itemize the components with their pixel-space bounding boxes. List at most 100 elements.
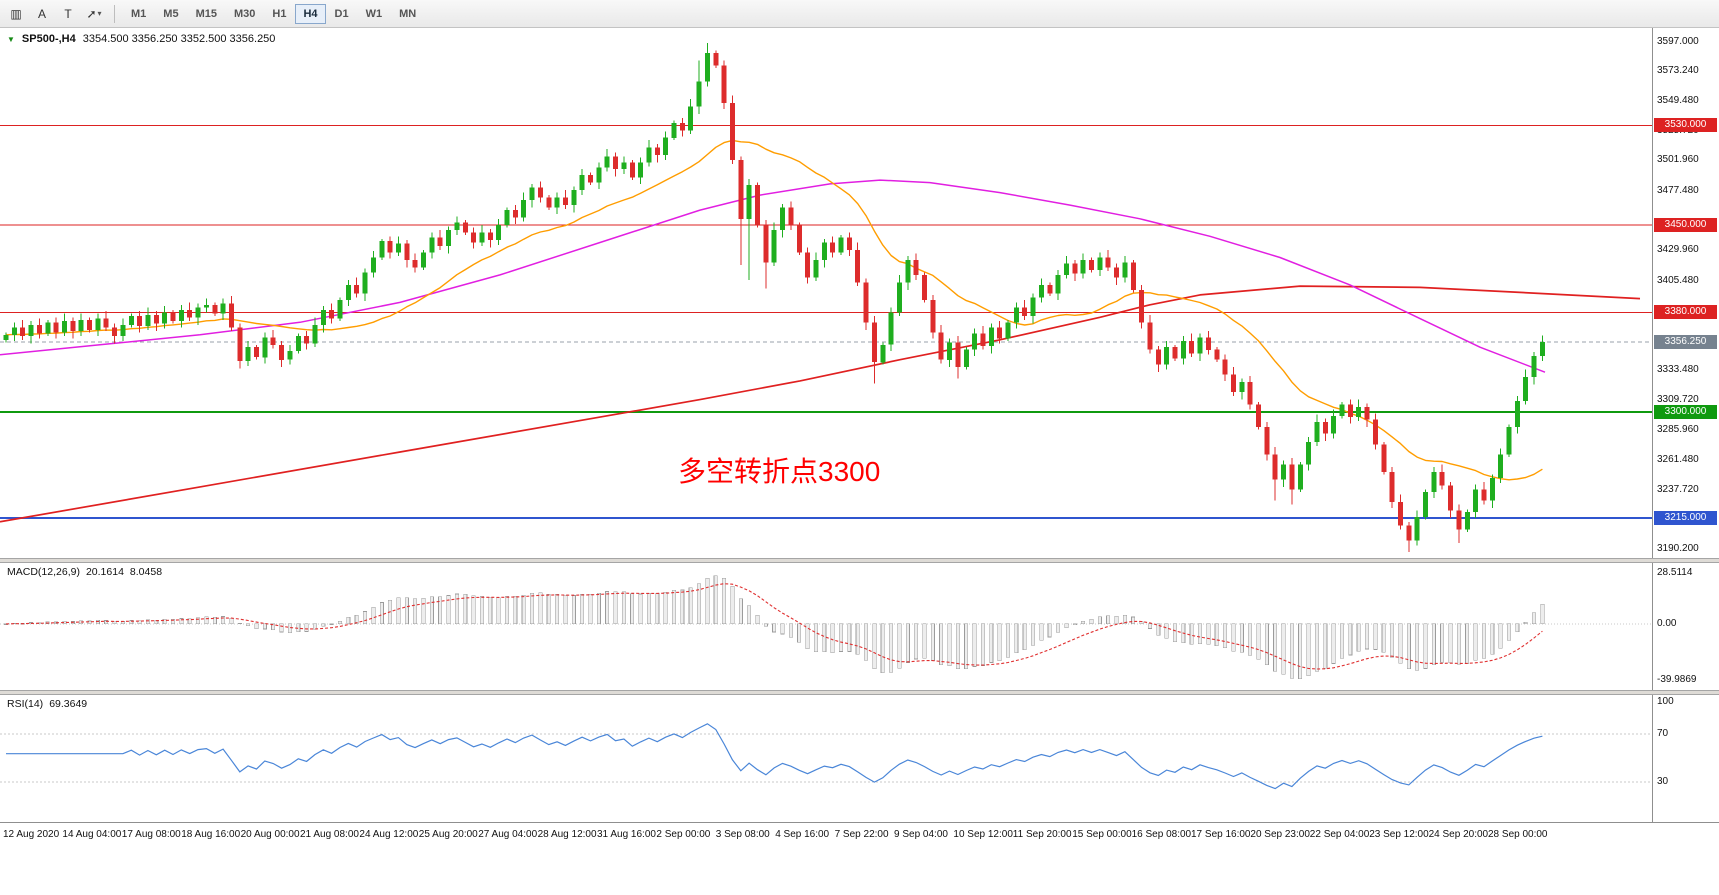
- price-tick: 3285.960: [1657, 423, 1699, 435]
- timeframe-h4[interactable]: H4: [295, 3, 326, 24]
- level-badge-3215.000: 3215.000: [1654, 511, 1717, 526]
- time-label: 24 Aug 12:00: [359, 829, 419, 840]
- timeframe-h1[interactable]: H1: [264, 4, 294, 24]
- chart-title: ▼ SP500-,H4 3354.500 3356.250 3352.500 3…: [7, 33, 275, 45]
- price-tick: 3309.720: [1657, 393, 1699, 405]
- price-tick: 3261.480: [1657, 454, 1699, 466]
- time-label: 12 Aug 2020: [3, 829, 60, 840]
- timeframe-mn[interactable]: MN: [391, 4, 424, 24]
- macd-signal-value: 8.0458: [129, 566, 163, 578]
- macd-axis-max: 28.5114: [1657, 567, 1693, 578]
- time-label: 24 Sep 20:00: [1428, 829, 1489, 840]
- macd-axis-min: -39.9869: [1657, 674, 1697, 685]
- price-tick: 3477.480: [1657, 184, 1699, 196]
- chevron-down-icon: ▾: [97, 9, 102, 18]
- price-tick: 3429.960: [1657, 244, 1699, 256]
- time-label: 25 Aug 20:00: [418, 829, 478, 840]
- rsi-chart[interactable]: [0, 695, 1652, 822]
- text-tool-button[interactable]: T: [56, 3, 80, 25]
- level-badge-3300.000: 3300.000: [1654, 405, 1717, 420]
- main-toolbar: ▥ A T ➚ ▾ M1 M5 M15 M30 H1 H4 D1 W1 MN: [0, 0, 1719, 28]
- ohlc-values: 3354.500 3356.250 3352.500 3356.250: [82, 33, 276, 45]
- price-tick: 3405.480: [1657, 274, 1699, 286]
- time-label: 9 Sep 04:00: [894, 829, 948, 840]
- time-label: 18 Aug 16:00: [181, 829, 241, 840]
- time-label: 11 Sep 20:00: [1012, 829, 1072, 840]
- macd-panel[interactable]: MACD(12,26,9) 20.1614 8.0458: [0, 563, 1652, 690]
- time-label: 10 Sep 12:00: [953, 829, 1013, 840]
- level-badge-3380.000: 3380.000: [1654, 305, 1717, 320]
- price-tick: 3190.200: [1657, 543, 1699, 555]
- time-label: 17 Aug 08:00: [121, 829, 181, 840]
- price-axis[interactable]: 3597.0003573.2403549.4803525.7203501.960…: [1652, 28, 1719, 558]
- time-label: 28 Sep 00:00: [1488, 829, 1548, 840]
- timeframe-w1[interactable]: W1: [358, 4, 391, 24]
- time-label: 16 Sep 08:00: [1131, 829, 1192, 840]
- timeframe-m30[interactable]: M30: [226, 4, 263, 24]
- time-label: 14 Aug 04:00: [62, 829, 122, 840]
- timeframe-m15[interactable]: M15: [188, 4, 225, 24]
- rsi-name: RSI(14): [7, 698, 44, 710]
- candles-layer: [3, 43, 1545, 552]
- rsi-axis[interactable]: 100 70 30: [1652, 695, 1719, 822]
- time-label: 2 Sep 00:00: [656, 829, 711, 840]
- time-label: 3 Sep 08:00: [715, 829, 770, 840]
- time-label: 17 Sep 16:00: [1191, 829, 1251, 840]
- rsi-title: RSI(14) 69.3649: [7, 698, 87, 710]
- macd-histogram: [4, 575, 1545, 679]
- rsi-axis-30: 30: [1657, 776, 1669, 787]
- price-tick: 3549.480: [1657, 94, 1699, 106]
- cursor-tool-button[interactable]: A: [30, 3, 54, 25]
- macd-value: 20.1614: [85, 566, 124, 578]
- ma-fast-line: [5, 139, 1543, 481]
- level-badge-3530.000: 3530.000: [1654, 118, 1717, 133]
- ma-mid-line: [0, 179, 1546, 373]
- price-tick: 3573.240: [1657, 65, 1699, 77]
- time-label: 7 Sep 22:00: [834, 829, 889, 840]
- price-tick: 3597.000: [1657, 35, 1699, 47]
- time-label: 4 Sep 16:00: [775, 829, 830, 840]
- time-label: 22 Sep 04:00: [1309, 829, 1370, 840]
- symbol-name: SP500-,H4: [21, 33, 76, 45]
- chart-bars-icon[interactable]: ▥: [4, 3, 28, 25]
- panel-resize-handle[interactable]: [0, 558, 1719, 563]
- rsi-panel[interactable]: RSI(14) 69.3649: [0, 695, 1652, 822]
- drawing-tool-button[interactable]: ➚ ▾: [82, 3, 106, 25]
- time-axis[interactable]: 12 Aug 2020 14 Aug 04:00 17 Aug 08:00 18 Au…: [0, 822, 1719, 846]
- time-label: 20 Sep 23:00: [1250, 829, 1310, 840]
- rsi-axis-100: 100: [1657, 696, 1674, 707]
- rsi-value: 69.3649: [49, 698, 88, 710]
- macd-title: MACD(12,26,9) 20.1614 8.0458: [7, 566, 162, 578]
- current-price-badge: 3356.250: [1654, 334, 1717, 349]
- candlestick-chart[interactable]: [0, 28, 1652, 558]
- time-label: 27 Aug 04:00: [478, 829, 538, 840]
- rsi-line: [6, 723, 1543, 790]
- time-label: 21 Aug 08:00: [300, 829, 359, 840]
- panel-resize-handle[interactable]: [0, 690, 1719, 695]
- timeframe-m1[interactable]: M1: [123, 4, 154, 24]
- price-tick: 3501.960: [1657, 154, 1699, 166]
- timeframe-group: M1 M5 M15 M30 H1 H4 D1 W1 MN: [123, 3, 424, 24]
- time-label: 28 Aug 12:00: [537, 829, 597, 840]
- time-label: 23 Sep 12:00: [1369, 829, 1429, 840]
- time-label: 15 Sep 00:00: [1072, 829, 1132, 840]
- macd-signal-line: [5, 583, 1543, 670]
- macd-axis-zero: 0.00: [1657, 617, 1677, 629]
- trendline-icon: ➚: [86, 6, 97, 21]
- chart-annotation-text[interactable]: 多空转折点3300: [678, 456, 881, 487]
- price-tick: 3237.720: [1657, 483, 1699, 495]
- level-badge-3450.000: 3450.000: [1654, 218, 1717, 233]
- symbol-marker-icon: ▼: [7, 34, 15, 44]
- price-tick: 3333.480: [1657, 364, 1699, 376]
- macd-axis[interactable]: 28.5114 0.00 -39.9869: [1652, 563, 1719, 690]
- time-label: 31 Aug 16:00: [597, 829, 656, 840]
- rsi-axis-70: 70: [1657, 728, 1669, 739]
- toolbar-divider: [114, 4, 115, 23]
- price-chart-panel[interactable]: ▼ SP500-,H4 3354.500 3356.250 3352.500 3…: [0, 28, 1652, 558]
- timeframe-m5[interactable]: M5: [155, 4, 186, 24]
- time-label: 20 Aug 00:00: [240, 829, 300, 840]
- macd-name: MACD(12,26,9): [7, 566, 80, 578]
- macd-chart[interactable]: [0, 563, 1652, 690]
- timeframe-d1[interactable]: D1: [327, 4, 357, 24]
